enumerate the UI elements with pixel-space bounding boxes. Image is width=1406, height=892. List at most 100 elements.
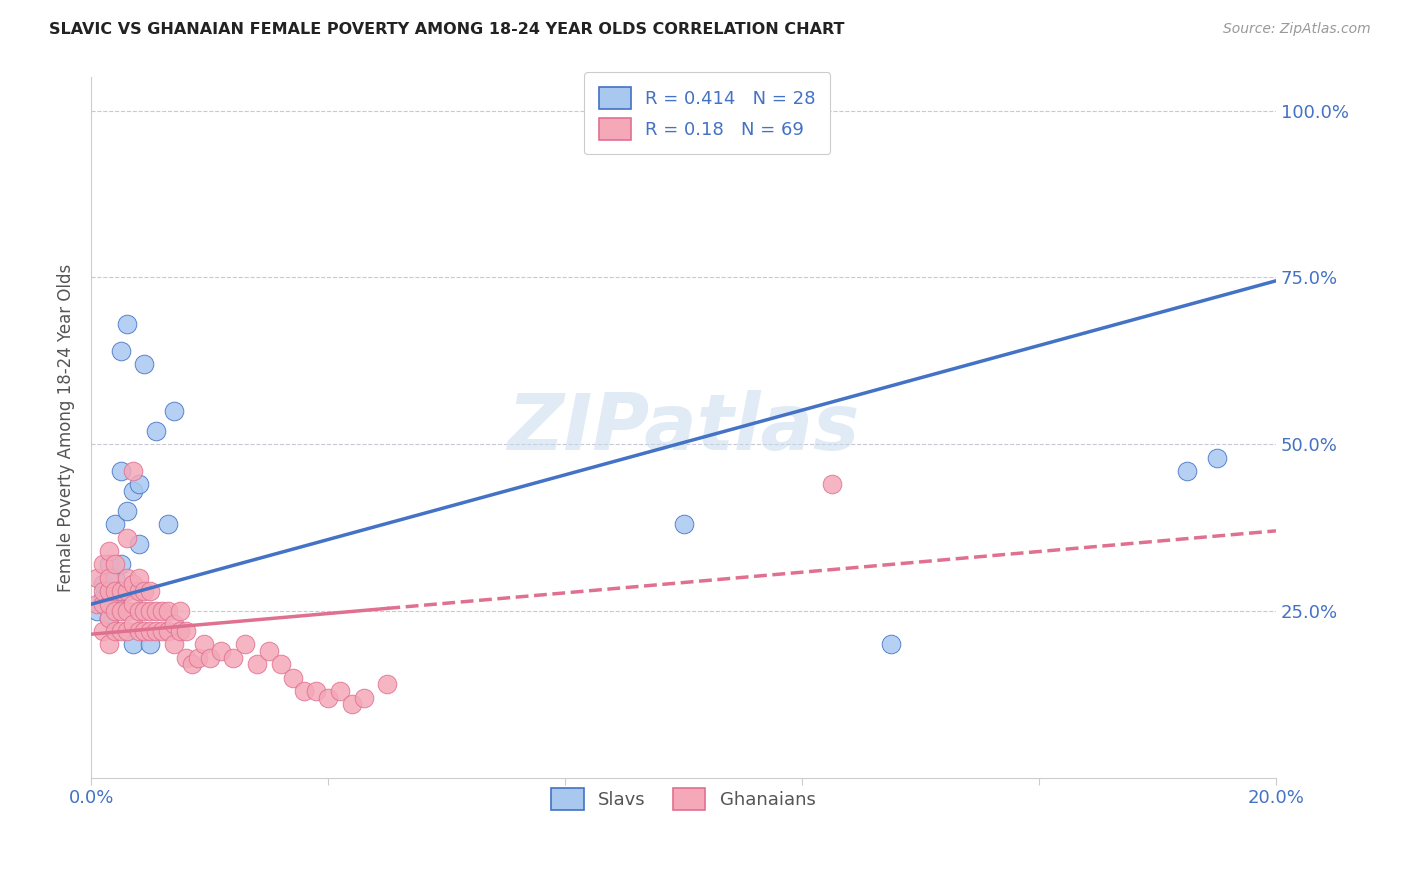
Point xyxy=(1205,450,1227,465)
Point xyxy=(134,583,156,598)
Point xyxy=(121,464,143,478)
Point xyxy=(86,604,108,618)
Point xyxy=(97,610,120,624)
Point xyxy=(121,617,143,632)
Point xyxy=(97,583,120,598)
Point xyxy=(270,657,292,672)
Point xyxy=(115,604,138,618)
Point xyxy=(115,531,138,545)
Point xyxy=(134,357,156,371)
Point xyxy=(163,404,186,418)
Point xyxy=(134,604,156,618)
Point xyxy=(139,583,162,598)
Point xyxy=(104,570,127,584)
Point xyxy=(128,537,150,551)
Point xyxy=(305,684,328,698)
Point xyxy=(121,577,143,591)
Point xyxy=(150,604,173,618)
Point xyxy=(97,570,120,584)
Text: Source: ZipAtlas.com: Source: ZipAtlas.com xyxy=(1223,22,1371,37)
Point xyxy=(97,610,120,624)
Point xyxy=(121,597,143,611)
Text: ZIPatlas: ZIPatlas xyxy=(508,390,859,466)
Point xyxy=(121,483,143,498)
Point xyxy=(115,583,138,598)
Point xyxy=(110,558,132,572)
Point xyxy=(880,637,903,651)
Point xyxy=(91,558,114,572)
Point xyxy=(115,504,138,518)
Point xyxy=(377,677,399,691)
Point xyxy=(821,477,844,491)
Point xyxy=(340,697,363,711)
Point xyxy=(150,624,173,638)
Point xyxy=(86,597,108,611)
Point xyxy=(139,604,162,618)
Point xyxy=(139,624,162,638)
Point xyxy=(180,657,202,672)
Point xyxy=(257,644,280,658)
Point xyxy=(329,684,352,698)
Point xyxy=(211,644,233,658)
Point xyxy=(110,343,132,358)
Point xyxy=(145,424,167,438)
Point xyxy=(104,583,127,598)
Point xyxy=(110,604,132,618)
Point xyxy=(139,637,162,651)
Point xyxy=(198,650,221,665)
Point xyxy=(91,597,114,611)
Point xyxy=(91,624,114,638)
Point xyxy=(193,637,215,651)
Point xyxy=(157,624,180,638)
Point xyxy=(163,637,186,651)
Point xyxy=(169,624,191,638)
Point xyxy=(115,624,138,638)
Point xyxy=(316,690,339,705)
Point xyxy=(281,671,304,685)
Point xyxy=(97,637,120,651)
Point xyxy=(110,583,132,598)
Point xyxy=(104,517,127,532)
Point xyxy=(174,624,197,638)
Point xyxy=(104,604,127,618)
Point xyxy=(169,604,191,618)
Y-axis label: Female Poverty Among 18-24 Year Olds: Female Poverty Among 18-24 Year Olds xyxy=(58,263,75,591)
Point xyxy=(110,583,132,598)
Point xyxy=(97,544,120,558)
Point xyxy=(145,624,167,638)
Legend: Slavs, Ghanaians: Slavs, Ghanaians xyxy=(537,773,830,824)
Point xyxy=(97,597,120,611)
Point xyxy=(104,558,127,572)
Point xyxy=(91,591,114,605)
Point xyxy=(1175,464,1198,478)
Point xyxy=(91,577,114,591)
Point xyxy=(128,604,150,618)
Point xyxy=(174,650,197,665)
Point xyxy=(104,624,127,638)
Point xyxy=(115,570,138,584)
Point xyxy=(246,657,269,672)
Point xyxy=(145,604,167,618)
Point xyxy=(294,684,316,698)
Point xyxy=(104,597,127,611)
Point xyxy=(115,317,138,331)
Point xyxy=(222,650,245,665)
Point xyxy=(91,583,114,598)
Point xyxy=(353,690,375,705)
Point xyxy=(121,637,143,651)
Point xyxy=(128,570,150,584)
Point xyxy=(157,604,180,618)
Point xyxy=(128,624,150,638)
Point xyxy=(233,637,256,651)
Point xyxy=(163,617,186,632)
Point xyxy=(110,464,132,478)
Point xyxy=(97,558,120,572)
Point xyxy=(187,650,209,665)
Point xyxy=(157,517,180,532)
Point xyxy=(86,570,108,584)
Point xyxy=(134,624,156,638)
Text: SLAVIC VS GHANAIAN FEMALE POVERTY AMONG 18-24 YEAR OLDS CORRELATION CHART: SLAVIC VS GHANAIAN FEMALE POVERTY AMONG … xyxy=(49,22,845,37)
Point xyxy=(97,583,120,598)
Point xyxy=(128,477,150,491)
Point xyxy=(110,624,132,638)
